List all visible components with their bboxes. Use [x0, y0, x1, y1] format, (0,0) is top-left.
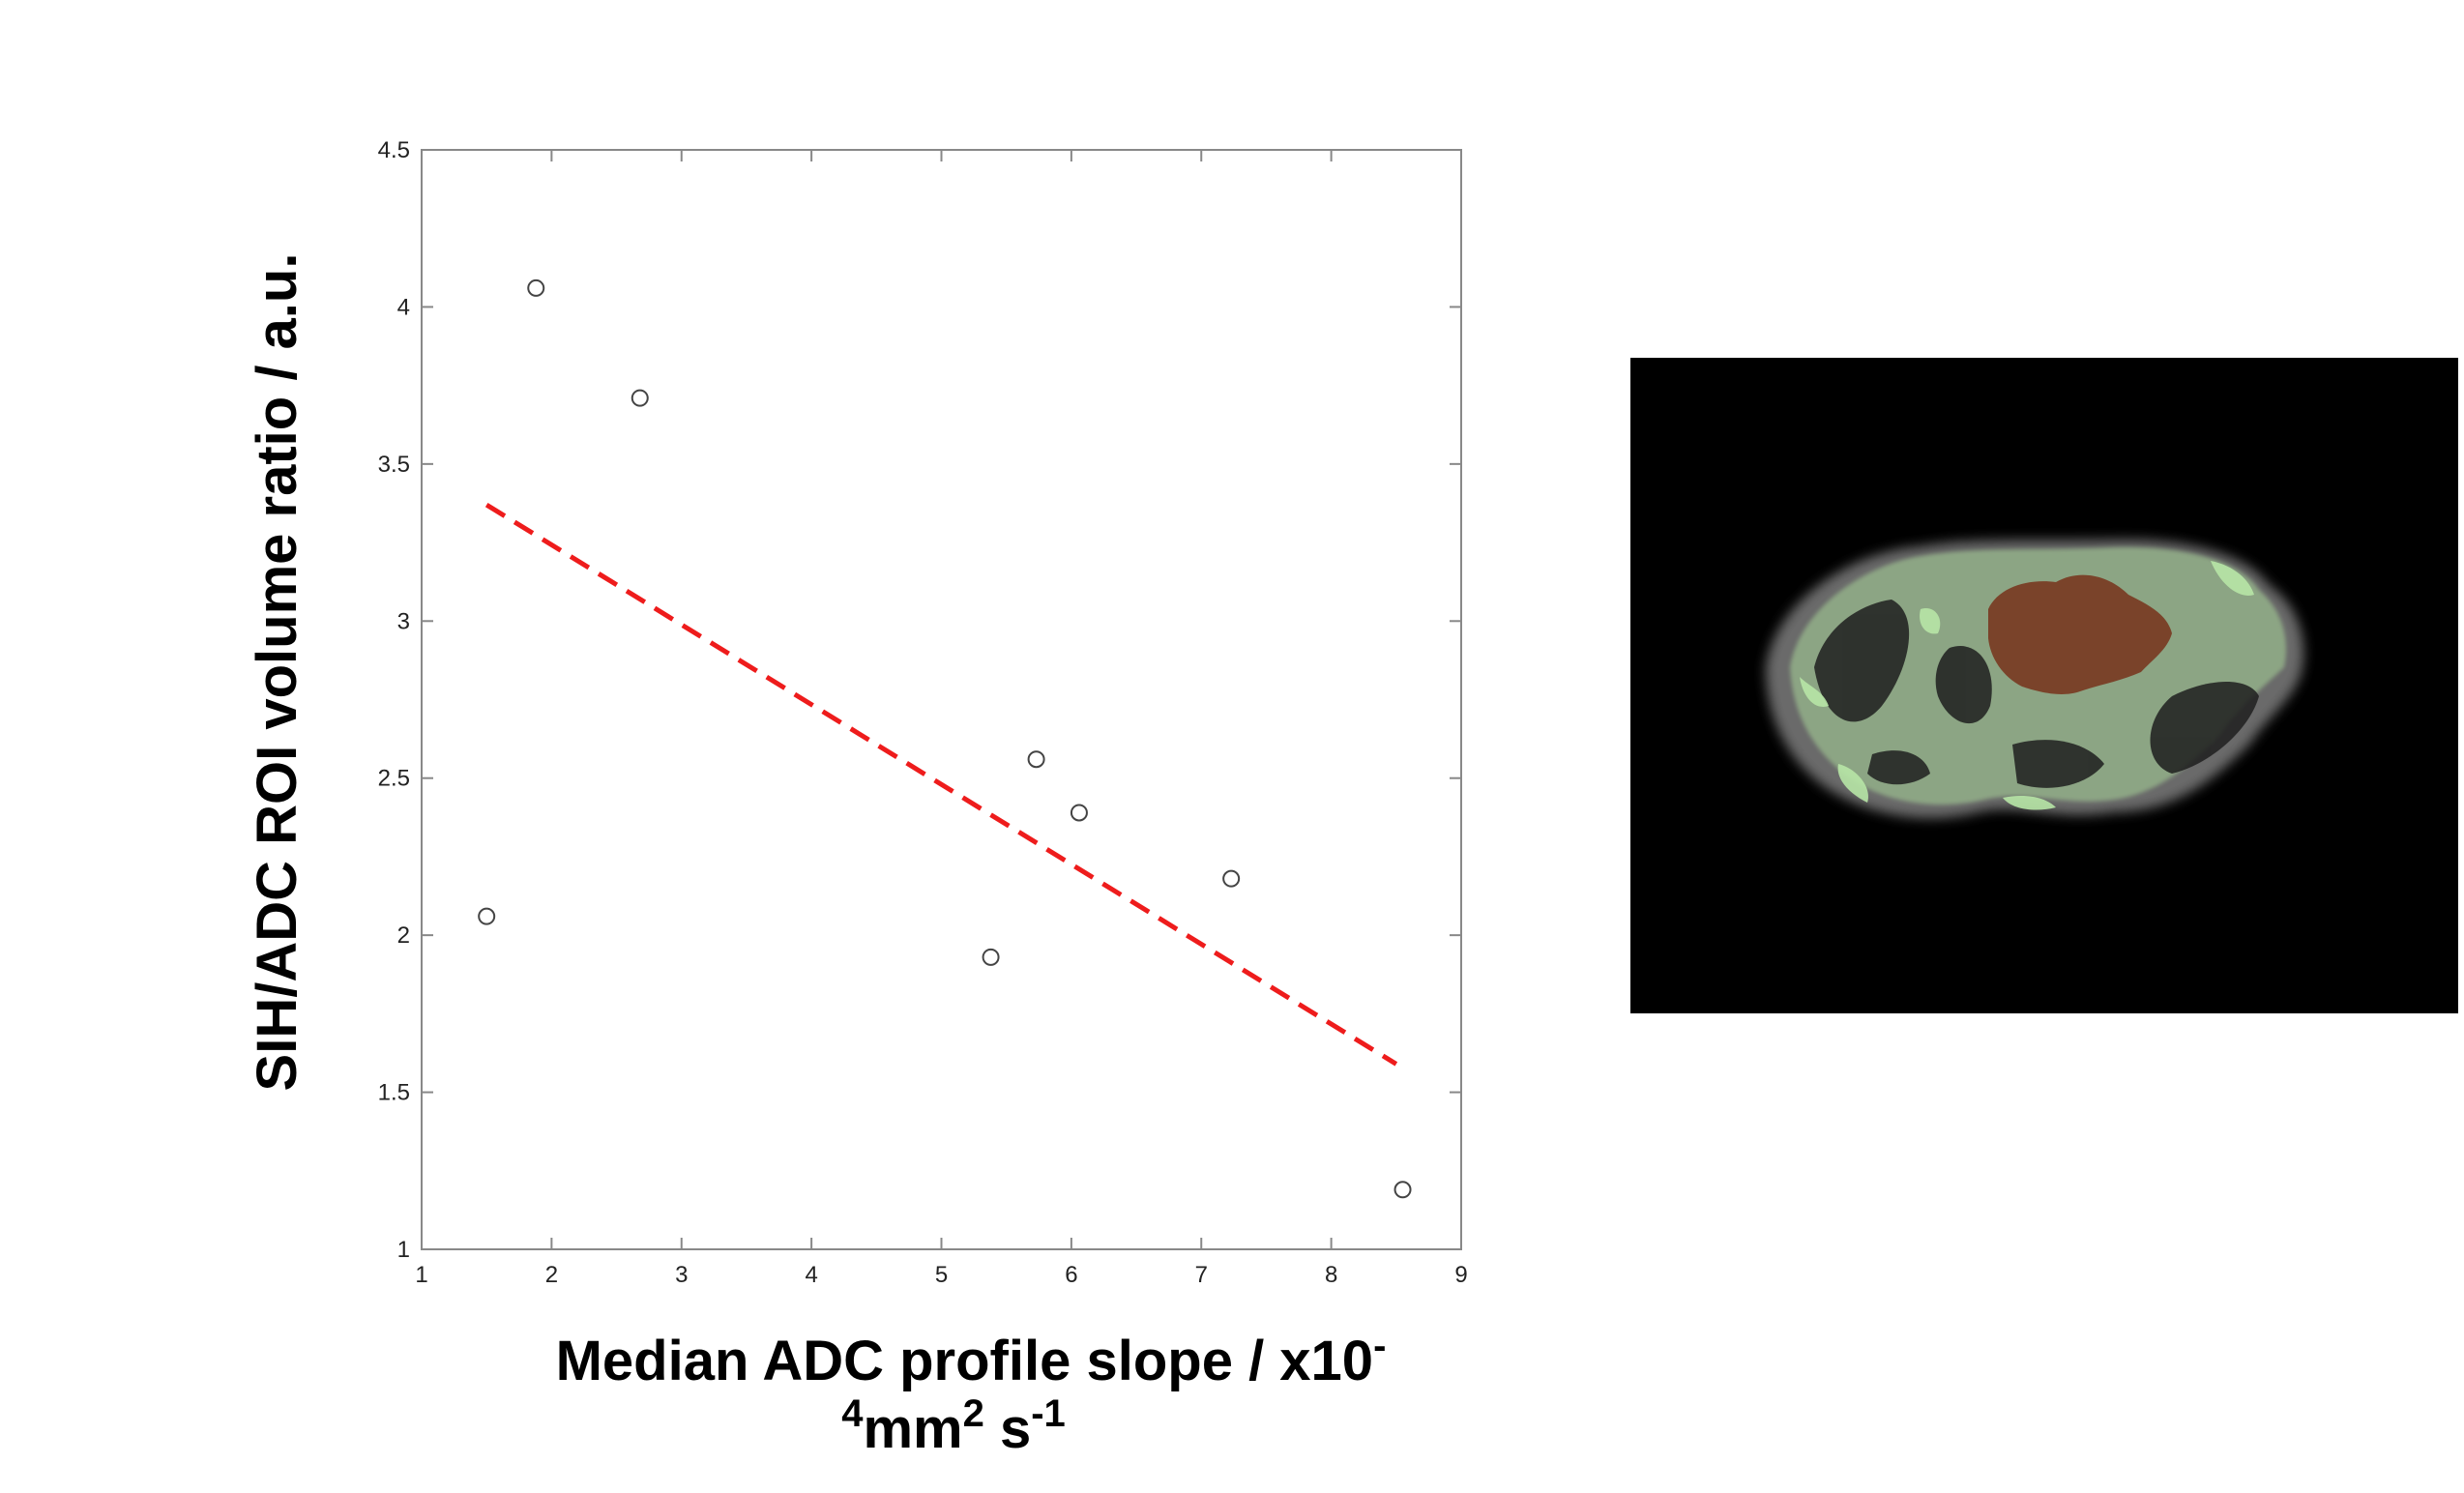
data-point	[1393, 1181, 1412, 1199]
data-point	[982, 948, 1000, 966]
regression-line	[484, 502, 1398, 1067]
plot-frame	[421, 149, 1462, 1250]
data-marks	[478, 278, 1412, 1199]
axis-ticks: 1 2 3 4 5 6 7 8 9 1 1.5 2 2.5 3 3.5 4 4.5	[378, 137, 1468, 1288]
x-tick-label: 3	[675, 1262, 688, 1288]
data-point	[478, 907, 496, 925]
x-tick-label: 6	[1065, 1262, 1077, 1288]
data-point	[1027, 750, 1045, 769]
x-tick-label: 8	[1325, 1262, 1337, 1288]
y-tick-label: 4.5	[378, 137, 410, 163]
y-tick-label: 1	[397, 1237, 410, 1263]
x-tick-label: 7	[1195, 1262, 1208, 1288]
mri-brain-image	[1630, 358, 2458, 1013]
bright-mask-regions	[1800, 561, 2254, 810]
data-point	[631, 389, 649, 407]
data-point	[527, 278, 545, 297]
y-tick-label: 3	[397, 608, 410, 634]
y-tick-label: 3.5	[378, 452, 410, 478]
y-tick-label: 2.5	[378, 766, 410, 792]
x-axis-title-line2: 4mm2 s-1	[841, 1392, 1066, 1460]
y-tick-label: 2	[397, 922, 410, 949]
plot-area	[421, 149, 1462, 1250]
y-axis-title: SIH/ADC ROI volume ratio / a.u.	[246, 253, 308, 1092]
y-tick-label: 4	[397, 294, 410, 320]
data-point	[1222, 869, 1241, 888]
roi-region	[1988, 574, 2172, 694]
x-tick-label: 1	[415, 1262, 427, 1288]
x-tick-label: 9	[1454, 1262, 1467, 1288]
data-point	[1070, 804, 1088, 822]
x-axis-title-line1: Median ADC profile slope / x10-	[556, 1325, 1387, 1392]
x-tick-label: 5	[935, 1262, 948, 1288]
x-tick-label: 2	[545, 1262, 558, 1288]
x-tick-label: 4	[805, 1262, 817, 1288]
brain-scan-graphic	[1630, 358, 2458, 1013]
y-tick-label: 1.5	[378, 1080, 410, 1106]
dark-regions	[1814, 600, 2259, 788]
